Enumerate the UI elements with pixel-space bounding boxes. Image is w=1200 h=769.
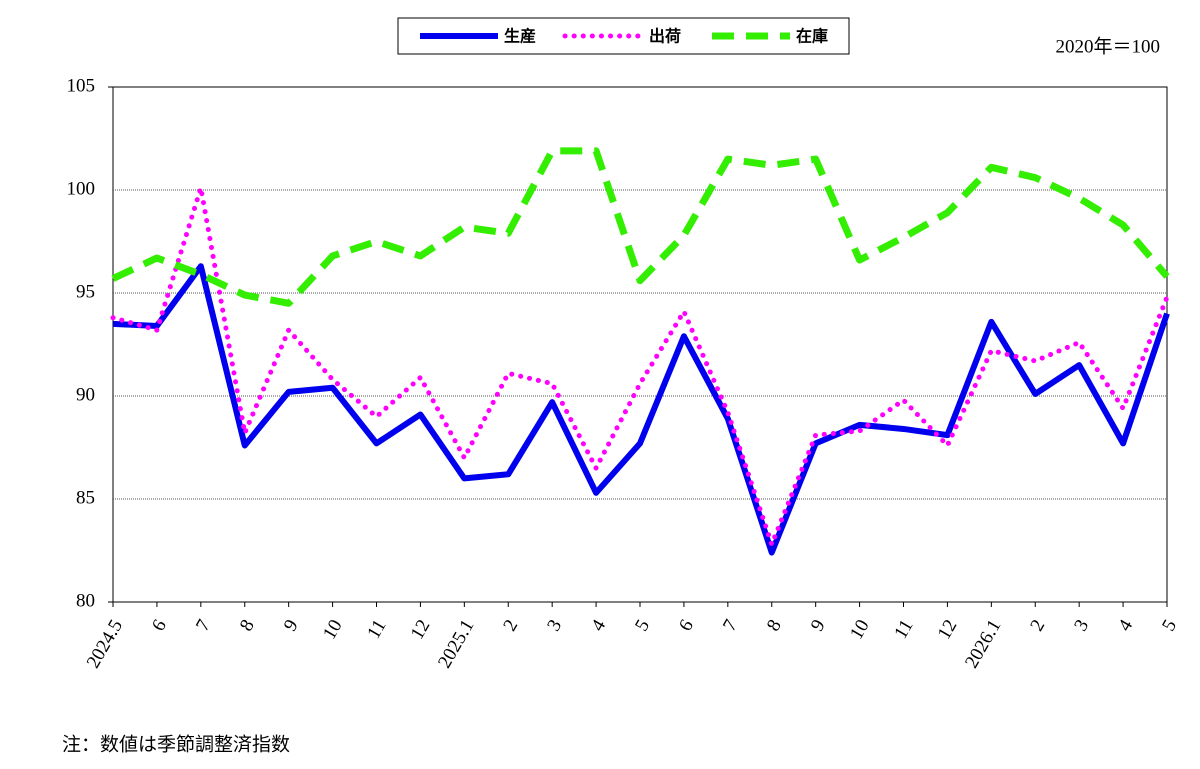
x-tick-label: 10 [319, 616, 347, 643]
x-tick-label: 6 [148, 616, 171, 635]
y-tick-label: 80 [76, 590, 95, 611]
x-tick-label: 2 [499, 616, 522, 635]
y-tick-label: 95 [76, 281, 95, 302]
x-tick-label: 4 [587, 616, 610, 635]
x-tick-label: 7 [719, 616, 742, 635]
x-tick-label: 3 [543, 616, 566, 635]
x-tick-label: 8 [236, 616, 259, 635]
legend-label: 在庫 [796, 27, 828, 46]
plot-area [112, 86, 1168, 603]
x-tick-label: 9 [280, 616, 303, 635]
y-tick-label: 90 [76, 384, 95, 405]
series-line [112, 263, 1170, 556]
x-tick-label: 6 [675, 616, 698, 635]
x-tick-label: 4 [1114, 616, 1137, 635]
x-tick-label: 10 [846, 616, 874, 643]
x-tick-label: 2026.1 [961, 616, 1005, 672]
y-tick-label: 100 [67, 178, 96, 199]
x-tick-label: 11 [363, 616, 390, 642]
series-line [111, 147, 1170, 307]
unit-label: 2020年＝100 [1055, 35, 1160, 57]
x-tick-label: 8 [763, 616, 786, 635]
legend-label: 生産 [504, 27, 536, 46]
y-tick-label: 85 [76, 487, 95, 508]
x-tick-label: 2024.5 [83, 616, 127, 672]
x-tick-label: 2 [1026, 616, 1049, 635]
y-tick-label: 105 [67, 75, 96, 96]
x-tick-label: 11 [890, 616, 917, 642]
x-tick-label: 5 [1158, 616, 1181, 635]
legend-label: 出荷 [649, 27, 681, 46]
series-line [110, 185, 1170, 547]
x-tick-label: 2025.1 [434, 616, 478, 672]
note: 注：数値は季節調整済指数 [62, 733, 290, 755]
x-tick-label: 3 [1070, 616, 1093, 635]
x-tick-label: 5 [631, 616, 654, 635]
x-tick-label: 12 [407, 616, 435, 643]
x-tick-label: 12 [934, 616, 962, 643]
x-tick-label: 7 [192, 616, 215, 635]
x-tick-label: 9 [807, 616, 830, 635]
